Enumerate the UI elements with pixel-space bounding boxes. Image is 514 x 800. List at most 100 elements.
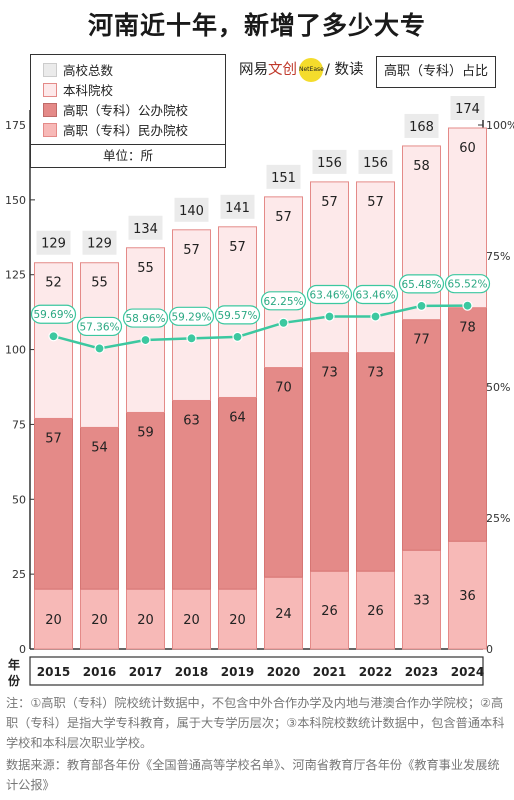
legend: 高校总数 本科院校 高职（专科）公办院校 高职（专科）民办院校 单位：所	[30, 54, 226, 168]
x-tick-label-2023: 2023	[405, 665, 438, 679]
y-tick-label-0: 0	[19, 643, 26, 656]
bar-private-2016	[80, 588, 119, 650]
label-undergrad-2015: 52	[45, 276, 62, 291]
bar-private-2015	[34, 588, 73, 650]
label-public-2020: 70	[275, 381, 292, 396]
bar-private-2022	[356, 570, 395, 650]
y-tick-label-3: 75	[12, 418, 26, 431]
brand-mid: 文创	[268, 62, 297, 78]
label-private-2015: 20	[45, 613, 62, 628]
x-tick-label-2024: 2024	[451, 665, 484, 679]
bar-public-2022	[356, 352, 395, 572]
label-total-2017: 134	[133, 222, 158, 237]
label-undergrad-2023: 58	[413, 159, 430, 174]
ratio-label-box-2022	[352, 284, 399, 305]
label-undergrad-2017: 55	[137, 261, 154, 276]
x-tick-label-2016: 2016	[83, 665, 116, 679]
ratio-label-box-2016	[76, 316, 123, 337]
total-box-2015	[36, 230, 71, 255]
label-public-2021: 73	[321, 366, 338, 381]
legend-item-public: 高职（专科）公办院校	[43, 103, 188, 119]
bar-private-2021	[310, 570, 349, 650]
bar-public-2018	[172, 399, 211, 590]
bar-public-2020	[264, 367, 303, 578]
label-total-2015: 129	[41, 237, 66, 252]
label-undergrad-2022: 57	[367, 195, 384, 210]
ratio-label-2016: 57.36%	[79, 321, 119, 333]
bar-public-2021	[310, 352, 349, 572]
bar-undergrad-2017	[126, 247, 165, 413]
label-public-2015: 57	[45, 431, 62, 446]
notes-text: 注：①高职（专科）院校统计数据中，不包含中外合作办学及内地与港澳合作办学院校；②…	[6, 696, 505, 750]
x-tick-label-2020: 2020	[267, 665, 300, 679]
bar-public-2015	[34, 417, 73, 590]
legend-swatch-private	[43, 123, 57, 137]
label-private-2020: 24	[275, 607, 292, 622]
label-undergrad-2024: 60	[459, 141, 476, 156]
label-total-2022: 156	[363, 156, 388, 171]
label-undergrad-2019: 57	[229, 240, 246, 255]
bar-public-2024	[448, 307, 487, 542]
total-box-2020	[266, 164, 301, 189]
label-public-2019: 64	[229, 410, 246, 425]
x-tick-label-2019: 2019	[221, 665, 254, 679]
total-box-2022	[358, 149, 393, 174]
label-private-2019: 20	[229, 613, 246, 628]
ratio-point-2018	[186, 333, 197, 344]
ratio-label-2015: 59.69%	[33, 309, 73, 321]
total-box-2019	[220, 194, 255, 219]
label-public-2016: 54	[91, 440, 108, 455]
bar-private-2017	[126, 588, 165, 650]
label-public-2023: 77	[413, 333, 430, 348]
ratio-axis-title: 高职（专科）占比	[376, 56, 496, 88]
label-private-2021: 26	[321, 604, 338, 619]
brand-netease-badge: NetEase	[299, 58, 324, 82]
source-text: 数据来源：教育部各年份《全国普通高等学校名单》、河南省教育厅各年份《教育事业发展…	[6, 758, 500, 792]
ratio-label-box-2024	[444, 274, 491, 294]
ratio-label-2020: 62.25%	[263, 296, 303, 308]
label-total-2021: 156	[317, 156, 342, 171]
ratio-label-2017: 58.96%	[125, 313, 165, 325]
label-private-2023: 33	[413, 594, 430, 609]
label-total-2020: 151	[271, 171, 296, 186]
label-public-2018: 63	[183, 413, 200, 428]
ratio-point-2023	[416, 300, 427, 311]
label-undergrad-2018: 57	[183, 243, 200, 258]
y-tick-label-2: 50	[12, 493, 26, 506]
legend-item-total: 高校总数	[43, 63, 113, 79]
ratio-point-2019	[232, 331, 243, 342]
ratio-label-box-2023	[398, 274, 445, 294]
ratio-point-2021	[324, 311, 335, 322]
bar-private-2024	[448, 540, 487, 650]
total-box-2016	[82, 230, 117, 255]
legend-item-undergrad: 本科院校	[43, 83, 113, 99]
label-private-2018: 20	[183, 613, 200, 628]
label-public-2017: 59	[137, 425, 154, 440]
label-undergrad-2021: 57	[321, 195, 338, 210]
label-undergrad-2016: 55	[91, 276, 108, 291]
ratio-point-2015	[48, 331, 59, 342]
ratio-label-box-2017	[122, 308, 169, 328]
bar-private-2019	[218, 588, 257, 650]
label-total-2016: 129	[87, 237, 112, 252]
ratio-label-2019: 59.57%	[217, 310, 257, 322]
label-public-2022: 73	[367, 366, 384, 381]
y-tick-label-5: 125	[5, 269, 26, 282]
ratio-point-2020	[278, 317, 289, 328]
y-tick-label-7: 175	[5, 119, 26, 132]
label-total-2023: 168	[409, 120, 434, 135]
bar-public-2019	[218, 396, 257, 590]
ratio-label-box-2019	[214, 305, 261, 325]
ratio-label-2023: 65.48%	[401, 279, 441, 291]
label-total-2024: 174	[455, 102, 480, 117]
label-private-2016: 20	[91, 613, 108, 628]
y2-tick-label-0: 0	[486, 643, 493, 656]
brand-right: / 数读	[325, 62, 364, 78]
year-axis-label-1: 年	[8, 657, 20, 672]
year-row-box	[29, 656, 484, 686]
x-tick-label-2017: 2017	[129, 665, 162, 679]
footnotes: 注：①高职（专科）院校统计数据中，不包含中外合作办学及内地与港澳合作办学院校；②…	[6, 693, 511, 795]
ratio-point-2016	[94, 343, 105, 354]
total-box-2023	[404, 113, 439, 138]
unit-label: 单位：所	[31, 144, 225, 167]
